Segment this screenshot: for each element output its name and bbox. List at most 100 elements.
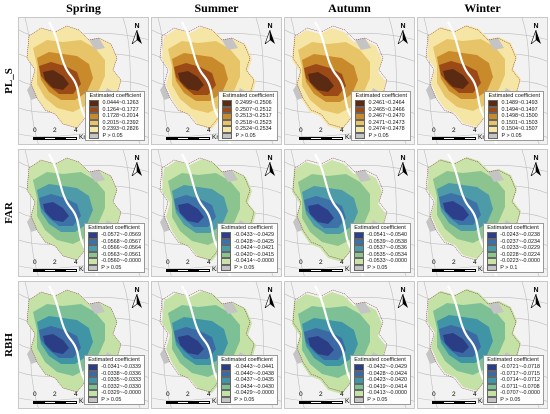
legend-title: Estimated coefficient bbox=[221, 224, 273, 231]
north-arrow-shape bbox=[131, 293, 142, 309]
legend-swatch bbox=[487, 238, 498, 245]
legend-entry: -0.0541~-0.0540 bbox=[354, 232, 407, 239]
scale-bar-segments bbox=[33, 401, 77, 404]
legend-entry: 0.1504~0.1507 bbox=[488, 126, 540, 133]
legend-entry: P > 0.05 bbox=[222, 132, 274, 139]
scale-bar: 0 2 4Km bbox=[33, 259, 93, 273]
legend-entry: -0.0563~-0.0561 bbox=[88, 251, 141, 258]
legend-entry: 0.0444~0.1263 bbox=[89, 100, 141, 107]
legend-entry: -0.0420~-0.0415 bbox=[221, 251, 274, 258]
row-header-pl-s-label: PL_S bbox=[3, 68, 15, 94]
legend-swatch bbox=[88, 238, 99, 245]
legend-swatch bbox=[221, 364, 232, 371]
scale-label-end: 4 bbox=[340, 127, 344, 134]
legend-swatch bbox=[354, 251, 365, 258]
scale-bar: 0 2 4Km bbox=[299, 391, 359, 405]
legend-title: Estimated coefficient bbox=[487, 356, 539, 363]
legend-label: -0.0533~-0.0000 bbox=[367, 258, 407, 265]
non-significant-zone bbox=[426, 84, 436, 100]
legend-entry: P > 0.05 bbox=[88, 264, 141, 271]
scale-bar-segments bbox=[432, 269, 476, 272]
legend-entry: P > 0.05 bbox=[89, 132, 141, 139]
scale-label-mid: 2 bbox=[186, 127, 190, 134]
legend-label: 0.2499~0.2506 bbox=[235, 100, 272, 107]
north-label: N bbox=[400, 155, 406, 162]
legend: Estimated coefficient -0.0572~-0.0569 -0.0… bbox=[84, 222, 145, 273]
legend-label: 0.1498~0.1500 bbox=[501, 113, 538, 120]
row-header-far: FAR bbox=[0, 149, 18, 277]
scale-label-mid: 2 bbox=[452, 259, 456, 266]
legend-label: 0.2513~0.2517 bbox=[235, 113, 272, 120]
legend-entry: P > 0.05 bbox=[355, 132, 407, 139]
legend-entry: -0.0714~-0.0712 bbox=[487, 377, 540, 384]
legend-swatch bbox=[88, 377, 99, 384]
legend-title: Estimated coefficient bbox=[355, 92, 407, 99]
legend-swatch bbox=[221, 238, 232, 245]
legend-label: -0.0419~-0.0414 bbox=[367, 383, 407, 390]
north-label: N bbox=[267, 155, 273, 162]
scale-label-start: 0 bbox=[166, 259, 170, 266]
legend-label: -0.0568~-0.0567 bbox=[101, 238, 141, 245]
scale-label-end: 4 bbox=[207, 127, 211, 134]
north-arrow-icon: N bbox=[263, 155, 277, 181]
legend-swatch bbox=[488, 119, 499, 126]
legend-title: Estimated coefficient bbox=[354, 356, 406, 363]
legend-entry: 0.2465~0.2466 bbox=[355, 106, 407, 113]
north-arrow-shape bbox=[131, 29, 142, 45]
legend-entry: 0.2518~0.2523 bbox=[222, 119, 274, 126]
legend-label: -0.0437~-0.0435 bbox=[234, 377, 274, 384]
non-significant-zone bbox=[27, 348, 37, 364]
coefficient-zone bbox=[43, 202, 69, 222]
non-significant-zone bbox=[426, 348, 436, 364]
scale-bar: 0 2 4Km bbox=[166, 391, 226, 405]
legend-swatch bbox=[88, 232, 99, 239]
north-label: N bbox=[267, 287, 273, 294]
north-arrow-icon: N bbox=[396, 287, 410, 313]
legend: Estimated coefficient 0.2499~0.2506 0.2507… bbox=[218, 90, 278, 141]
legend: Estimated coefficient -0.0341~-0.0339 -0.0… bbox=[84, 354, 145, 405]
scale-label-start: 0 bbox=[432, 391, 436, 398]
legend-label: 0.2015~0.2392 bbox=[102, 119, 139, 126]
scale-unit: Km bbox=[478, 134, 488, 141]
legend-swatch bbox=[488, 126, 499, 133]
north-label: N bbox=[533, 287, 539, 294]
non-significant-zone bbox=[426, 216, 436, 232]
non-significant-zone bbox=[293, 84, 303, 100]
legend-swatch bbox=[487, 370, 498, 377]
scale-label-start: 0 bbox=[33, 391, 37, 398]
scale-bar-segments bbox=[166, 137, 210, 140]
legend-entry: 0.2507~0.2512 bbox=[222, 106, 274, 113]
scale-label-mid: 2 bbox=[319, 391, 323, 398]
legend-label: 0.2471~0.2473 bbox=[368, 119, 405, 126]
scale-bar-segments bbox=[299, 269, 343, 272]
legend-label: -0.0424~-0.0421 bbox=[234, 245, 274, 252]
legend-swatch bbox=[488, 100, 499, 107]
north-arrow-shape bbox=[530, 293, 541, 309]
legend-swatch bbox=[222, 126, 233, 133]
legend-entry: P > 0.05 bbox=[354, 396, 407, 403]
legend-swatch bbox=[221, 258, 232, 265]
legend-swatch bbox=[487, 258, 498, 265]
north-arrow-icon: N bbox=[529, 23, 543, 49]
legend-entry: 0.1489~0.1493 bbox=[488, 100, 540, 107]
legend-swatch bbox=[89, 126, 100, 133]
legend-label: -0.0443~-0.0441 bbox=[234, 364, 274, 371]
legend-label: P > 0.1 bbox=[500, 264, 518, 271]
legend-swatch bbox=[221, 370, 232, 377]
non-significant-zone bbox=[160, 348, 170, 364]
legend-entry: -0.0537~-0.0536 bbox=[354, 245, 407, 252]
non-significant-zone bbox=[355, 302, 371, 314]
scale-bar-segments bbox=[432, 137, 476, 140]
legend: Estimated coefficient -0.0541~-0.0540 -0.0… bbox=[350, 222, 411, 273]
legend: Estimated coefficient 0.2461~0.2464 0.2465… bbox=[351, 90, 411, 141]
legend-label: P > 0.05 bbox=[235, 132, 256, 139]
scale-bar: 0 2 4Km bbox=[432, 259, 492, 273]
scale-bar-segments bbox=[299, 137, 343, 140]
north-arrow-shape bbox=[397, 29, 408, 45]
scale-label-start: 0 bbox=[166, 391, 170, 398]
legend-swatch bbox=[354, 232, 365, 239]
legend-label: -0.0563~-0.0561 bbox=[101, 251, 141, 258]
